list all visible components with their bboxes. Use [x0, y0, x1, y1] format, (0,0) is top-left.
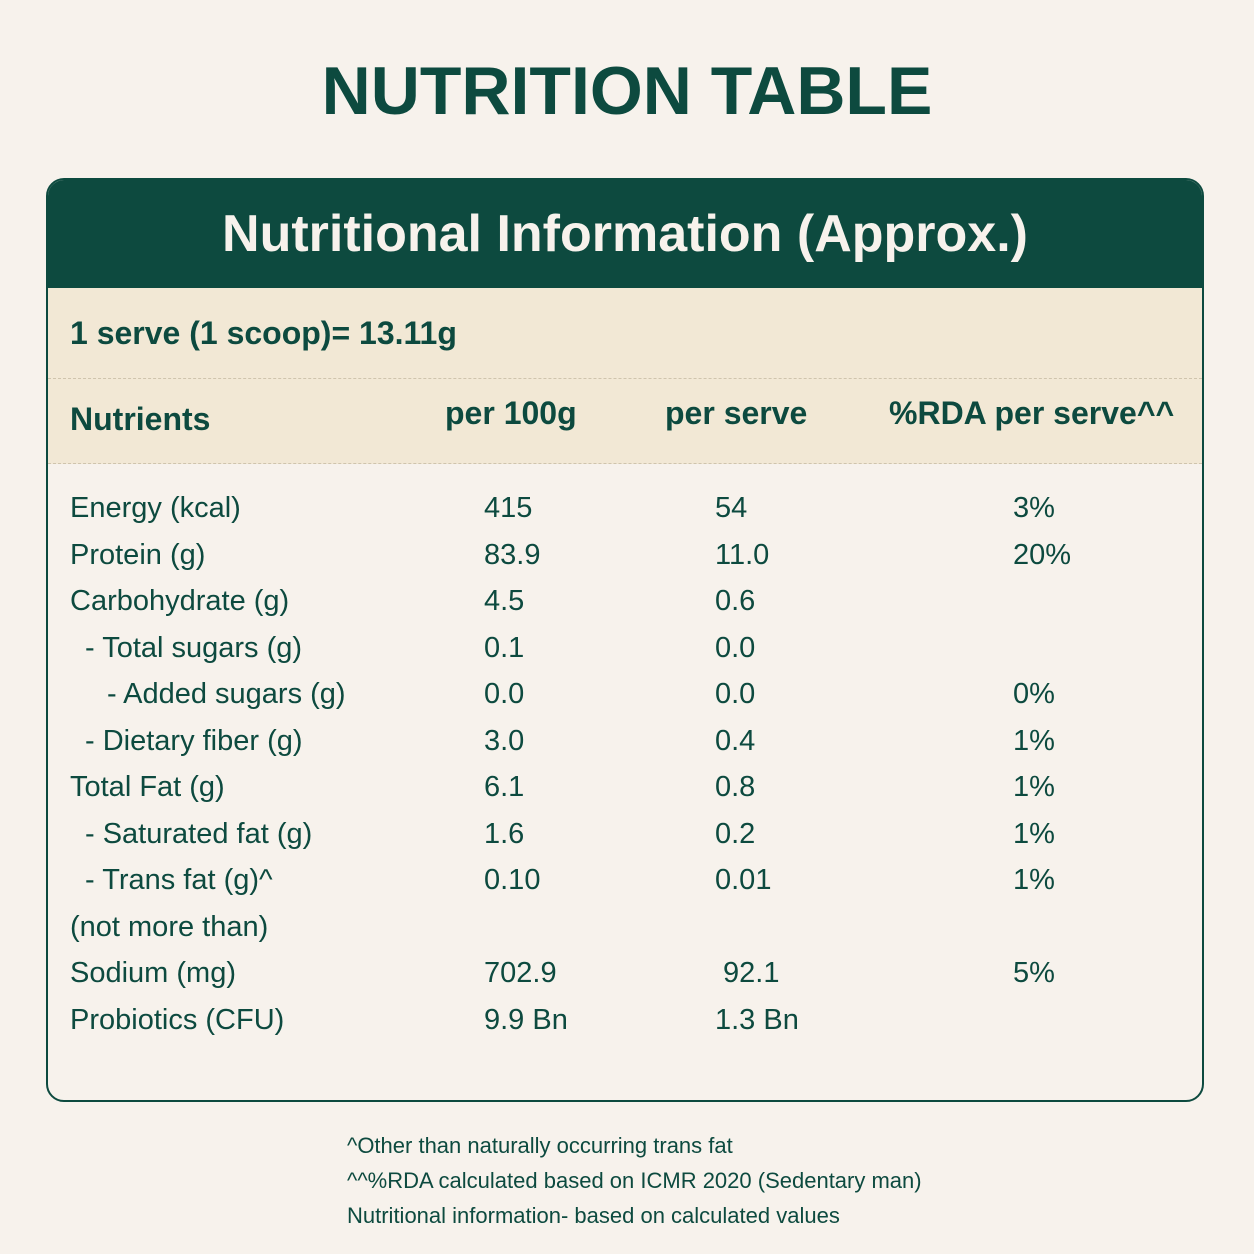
nutrient-row: - Total sugars (g) 0.1 0.0: [48, 628, 1202, 675]
value-rda: 1%: [1013, 817, 1055, 850]
column-header-per-serve: per serve: [665, 395, 808, 431]
nutrient-name: Probiotics (CFU): [70, 1003, 285, 1036]
nutrient-name: - Added sugars (g): [107, 678, 346, 710]
value-per-100g: 9.9 Bn: [484, 1003, 568, 1036]
nutrient-row: - Added sugars (g) 0.0 0.0 0%: [48, 674, 1202, 721]
nutrient-row: - Dietary fiber (g) 3.0 0.4 1%: [48, 721, 1202, 768]
nutrient-row: - Trans fat (g)^ 0.10 0.01 1%: [48, 860, 1202, 907]
column-header-nutrients: Nutrients: [70, 401, 211, 437]
nutrient-row: Energy (kcal) 415 54 3%: [48, 488, 1202, 535]
nutrient-name: - Dietary fiber (g): [85, 724, 303, 757]
card-header: Nutritional Information (Approx.): [48, 180, 1202, 288]
nutrient-name: - Trans fat (g)^: [85, 864, 273, 896]
value-per-serve: 92.1: [723, 957, 780, 989]
column-header-per-100g: per 100g: [445, 395, 577, 431]
nutrition-card: Nutritional Information (Approx.) 1 serv…: [46, 178, 1204, 1102]
value-per-100g: 6.1: [484, 771, 525, 803]
value-rda: 0%: [1013, 678, 1055, 710]
footnote-calculated: Nutritional information- based on calcul…: [347, 1203, 840, 1228]
nutrient-row: (not more than): [48, 907, 1202, 954]
value-rda: 20%: [1013, 538, 1072, 571]
value-per-100g: 0.10: [484, 864, 541, 896]
value-per-serve: 0.0: [715, 678, 756, 710]
nutrient-name: - Saturated fat (g): [85, 817, 313, 850]
nutrient-name: Carbohydrate (g): [70, 585, 290, 617]
nutrient-name: Protein (g): [70, 538, 206, 571]
value-per-serve: 11.0: [715, 538, 770, 571]
value-per-100g: 0.0: [484, 678, 525, 710]
value-per-serve: 0.4: [715, 724, 756, 757]
value-per-serve: 54: [715, 492, 748, 524]
footnote-rda: ^^%RDA calculated based on ICMR 2020 (Se…: [347, 1168, 922, 1193]
footnotes: ^Other than naturally occurring trans fa…: [347, 1128, 922, 1233]
value-per-100g: 1.6: [484, 817, 525, 850]
value-rda: 1%: [1013, 724, 1055, 757]
column-headers: Nutrients per 100g per serve %RDA per se…: [48, 378, 1202, 464]
value-per-100g: 0.1: [484, 631, 525, 664]
nutrient-row: Total Fat (g) 6.1 0.8 1%: [48, 767, 1202, 814]
nutrient-row: Carbohydrate (g) 4.5 0.6: [48, 581, 1202, 628]
value-per-serve: 0.0: [715, 631, 756, 664]
value-rda: 5%: [1013, 957, 1055, 989]
nutrient-rows: Energy (kcal) 415 54 3% Protein (g) 83.9…: [48, 488, 1202, 1046]
value-rda: 1%: [1013, 864, 1055, 896]
value-per-serve: 0.01: [715, 864, 772, 896]
serving-size: 1 serve (1 scoop)= 13.11g: [48, 288, 1202, 378]
nutrient-row: - Saturated fat (g) 1.6 0.2 1%: [48, 814, 1202, 861]
nutrient-row: Sodium (mg) 702.9 92.1 5%: [48, 953, 1202, 1000]
footnote-trans-fat: ^Other than naturally occurring trans fa…: [347, 1133, 733, 1158]
value-per-100g: 4.5: [484, 585, 525, 617]
nutrient-row: Probiotics (CFU) 9.9 Bn 1.3 Bn: [48, 1000, 1202, 1047]
value-rda: 3%: [1013, 492, 1055, 524]
column-header-rda: %RDA per serve^^: [889, 395, 1175, 431]
nutrient-name: Sodium (mg): [70, 957, 236, 989]
page-title: NUTRITION TABLE: [321, 53, 933, 129]
value-per-serve: 0.2: [715, 817, 756, 850]
nutrient-name: Total Fat (g): [70, 771, 225, 803]
value-per-100g: 702.9: [484, 957, 557, 989]
value-per-100g: 3.0: [484, 724, 525, 757]
nutrient-name: (not more than): [70, 910, 269, 943]
nutrient-row: Protein (g) 83.9 11.0 20%: [48, 535, 1202, 582]
value-rda: 1%: [1013, 771, 1055, 803]
value-per-serve: 0.8: [715, 771, 756, 803]
value-per-serve: 1.3 Bn: [715, 1003, 799, 1036]
nutrient-name: - Total sugars (g): [85, 631, 303, 664]
value-per-100g: 83.9: [484, 538, 541, 571]
value-per-100g: 415: [484, 492, 533, 524]
nutrient-name: Energy (kcal): [70, 492, 241, 524]
value-per-serve: 0.6: [715, 585, 756, 617]
